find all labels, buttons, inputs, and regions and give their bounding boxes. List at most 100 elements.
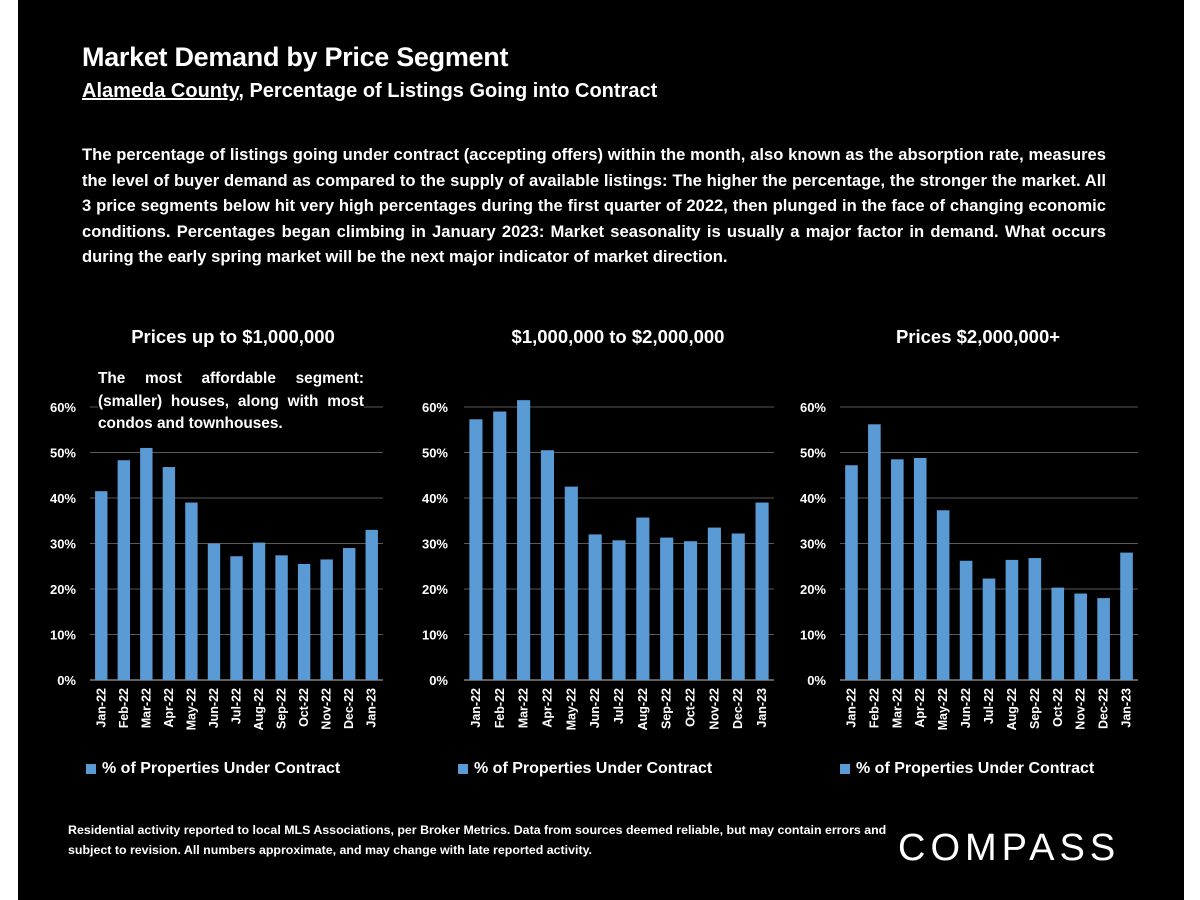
- x-tick-label: May-22: [184, 688, 198, 730]
- description-paragraph: The percentage of listings going under c…: [82, 145, 1106, 266]
- y-tick-label: 20%: [422, 582, 448, 597]
- x-tick-label: Jul-22: [230, 688, 244, 724]
- bar: [252, 542, 266, 680]
- logo-text: COMPASS: [898, 827, 1120, 868]
- y-tick-label: 20%: [800, 582, 826, 597]
- x-tick-label: Jan-23: [1120, 688, 1134, 728]
- x-tick-label: Jan-22: [844, 688, 858, 728]
- bar: [636, 517, 650, 680]
- bar: [1051, 587, 1065, 680]
- x-tick-label: Jun-22: [588, 688, 602, 728]
- x-tick-label: Dec-22: [342, 688, 356, 729]
- bar: [469, 419, 483, 680]
- bar: [913, 457, 927, 680]
- x-tick-label: Feb-22: [867, 688, 881, 728]
- y-tick-label: 60%: [800, 400, 826, 415]
- chart1-note: The most affordable segment: (smaller) h…: [98, 368, 364, 436]
- x-tick-label: Oct-22: [297, 688, 311, 727]
- y-tick-label: 0%: [807, 673, 826, 688]
- y-tick-label: 40%: [422, 491, 448, 506]
- bar: [1097, 598, 1110, 680]
- bar: [207, 543, 221, 680]
- bar: [1074, 593, 1087, 680]
- page-subtitle: Alameda County, Percentage of Listings G…: [82, 80, 657, 103]
- chart2-title: $1,000,000 to $2,000,000: [511, 326, 725, 347]
- bar: [936, 510, 950, 680]
- bar: [1028, 558, 1042, 680]
- bar: [493, 411, 507, 680]
- legend-swatch: [86, 764, 96, 774]
- y-tick-label: 10%: [50, 628, 76, 643]
- y-tick-label: 60%: [422, 400, 448, 415]
- x-tick-label: May-22: [564, 688, 578, 730]
- x-tick-label: Jan-22: [469, 688, 483, 728]
- x-tick-label: Nov-22: [1074, 688, 1088, 730]
- bar: [342, 548, 356, 680]
- bar: [588, 534, 602, 680]
- bar: [755, 502, 769, 680]
- y-tick-label: 50%: [422, 446, 448, 461]
- y-tick-label: 30%: [800, 537, 826, 552]
- chart1-legend: % of Properties Under Contract: [86, 760, 340, 778]
- bar: [660, 537, 674, 680]
- y-tick-label: 40%: [800, 491, 826, 506]
- x-tick-label: Sep-22: [275, 688, 289, 729]
- bar: [868, 424, 881, 680]
- legend-label: % of Properties Under Contract: [474, 760, 713, 777]
- x-tick-label: Sep-22: [660, 688, 674, 729]
- x-tick-label: Nov-22: [707, 688, 721, 730]
- x-tick-label: Aug-22: [636, 688, 650, 730]
- footer-disclaimer: Residential activity reported to local M…: [68, 823, 887, 857]
- x-tick-label: Apr-22: [540, 688, 554, 728]
- x-tick-label: May-22: [936, 688, 950, 730]
- x-tick-label: Feb-22: [117, 688, 131, 728]
- x-tick-label: Dec-22: [731, 688, 745, 729]
- bar: [140, 447, 153, 680]
- y-tick-label: 30%: [50, 537, 76, 552]
- page-title: Market Demand by Price Segment: [82, 42, 509, 72]
- bar: [564, 486, 578, 680]
- bar: [707, 527, 721, 680]
- x-tick-label: Jun-22: [207, 688, 221, 728]
- x-tick-label: Jul-22: [612, 688, 626, 724]
- y-tick-label: 50%: [50, 446, 76, 461]
- x-tick-label: Oct-22: [1051, 688, 1065, 727]
- x-tick-label: Aug-22: [252, 688, 266, 730]
- x-tick-label: Apr-22: [162, 688, 176, 728]
- bar: [1005, 559, 1019, 680]
- x-tick-label: Apr-22: [913, 688, 927, 728]
- bar: [683, 541, 698, 680]
- x-tick-label: Jun-22: [959, 688, 973, 728]
- bar: [162, 467, 176, 680]
- bar: [185, 502, 198, 680]
- y-tick-label: 30%: [422, 537, 448, 552]
- x-tick-label: Sep-22: [1028, 688, 1042, 729]
- x-tick-label: Nov-22: [320, 688, 334, 730]
- y-tick-label: 40%: [50, 491, 76, 506]
- subtitle-county: Alameda County: [82, 80, 239, 102]
- chart3-legend: % of Properties Under Contract: [840, 760, 1094, 778]
- bar: [959, 560, 973, 680]
- legend-swatch: [458, 764, 468, 774]
- bar: [320, 559, 333, 680]
- bar: [612, 540, 626, 680]
- x-tick-label: Jan-22: [94, 688, 108, 728]
- bar: [117, 460, 131, 680]
- bar: [1120, 552, 1133, 680]
- chart3-title: Prices $2,000,000+: [895, 326, 1061, 347]
- x-tick-label: Jan-23: [365, 688, 379, 728]
- subtitle-text: , Percentage of Listings Going into Cont…: [238, 80, 658, 102]
- x-tick-label: Jan-23: [755, 688, 769, 728]
- y-tick-label: 0%: [429, 673, 448, 688]
- compass-logo: COMPASS: [898, 827, 1120, 868]
- x-tick-label: Oct-22: [684, 688, 698, 727]
- x-tick-label: Dec-22: [1097, 688, 1111, 729]
- y-tick-label: 10%: [800, 628, 826, 643]
- bar: [275, 555, 288, 680]
- bar: [845, 465, 858, 680]
- x-tick-label: Jul-22: [982, 688, 996, 724]
- y-tick-label: 20%: [50, 582, 76, 597]
- x-tick-label: Feb-22: [493, 688, 507, 728]
- bar: [540, 450, 555, 680]
- legend-label: % of Properties Under Contract: [856, 760, 1095, 777]
